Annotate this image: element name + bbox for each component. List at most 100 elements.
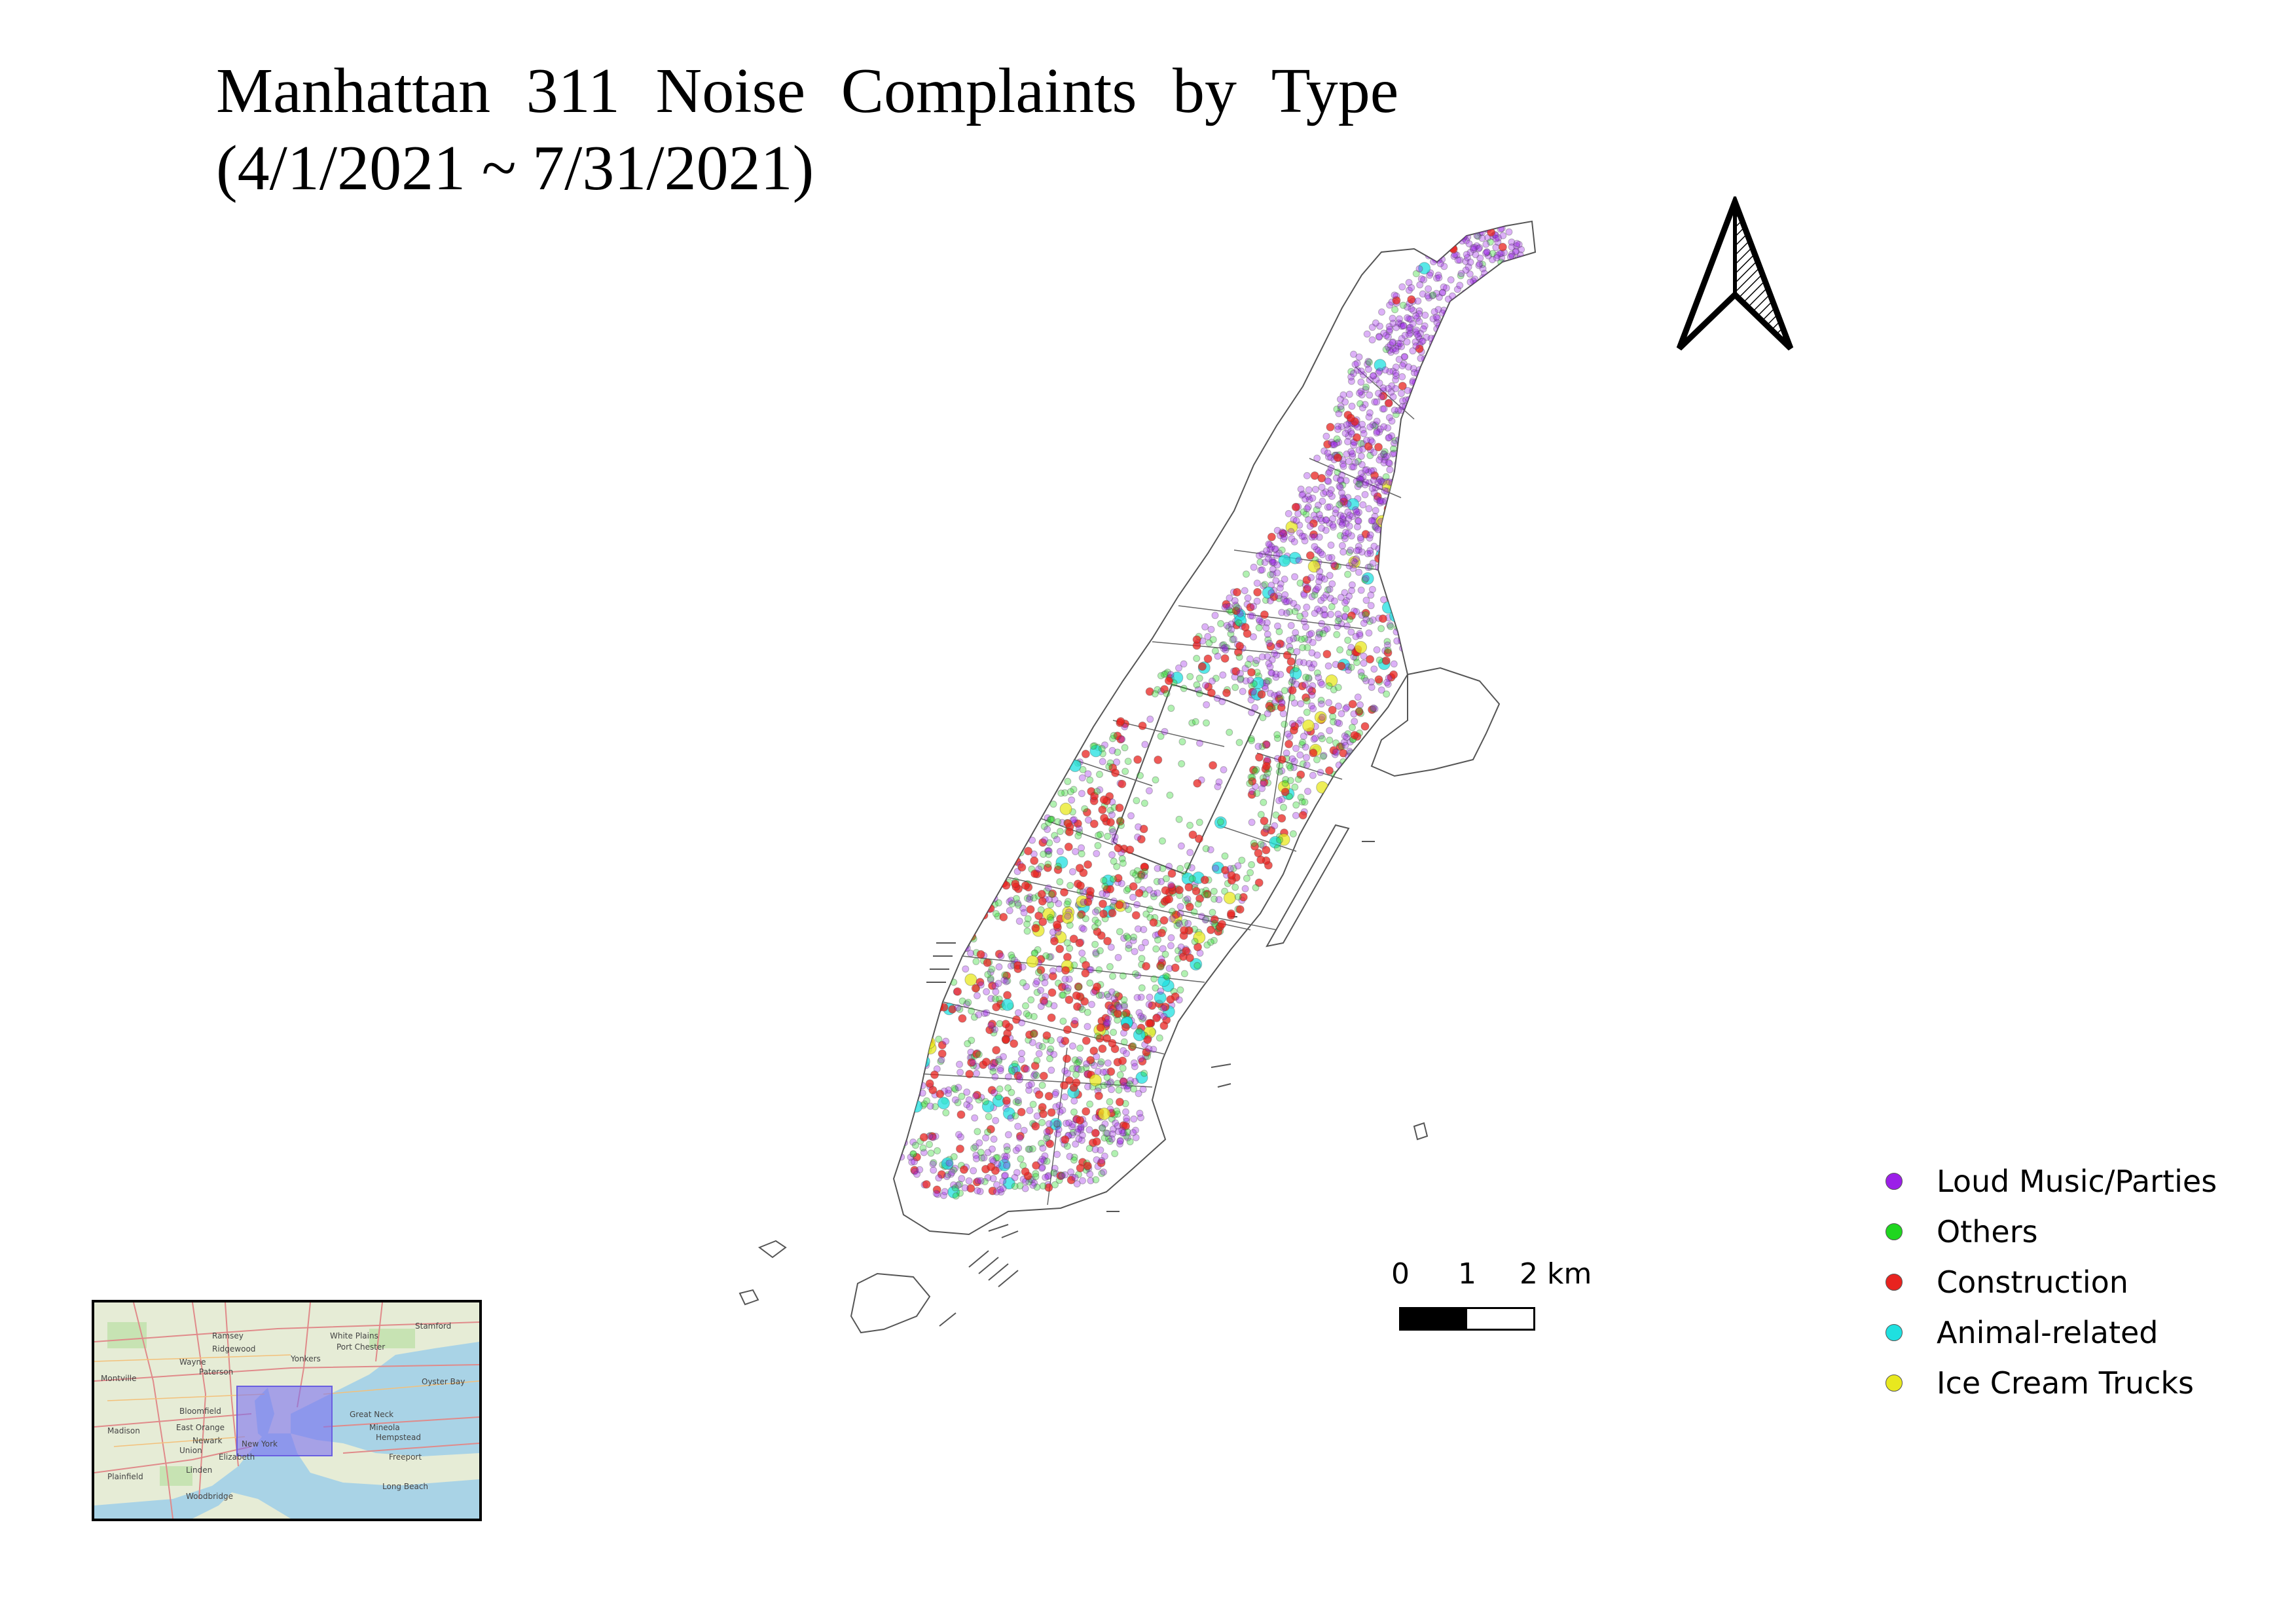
complaint-point	[964, 1040, 972, 1048]
complaint-point	[1353, 508, 1360, 516]
complaint-point	[1125, 941, 1133, 949]
complaint-point	[1445, 384, 1453, 392]
complaint-point	[980, 1154, 988, 1162]
complaint-point	[1462, 267, 1470, 274]
complaint-point	[1336, 482, 1343, 490]
complaint-point	[1043, 1128, 1051, 1136]
complaint-point	[1407, 295, 1416, 304]
complaint-point	[961, 1184, 969, 1192]
complaint-point	[1078, 950, 1086, 957]
complaint-point	[1512, 248, 1520, 256]
complaint-point	[1360, 619, 1368, 627]
complaint-point	[1111, 768, 1120, 777]
complaint-point	[973, 903, 981, 911]
complaint-point	[1485, 287, 1493, 295]
complaint-point	[1078, 844, 1085, 852]
complaint-point	[1395, 509, 1403, 517]
complaint-point	[1298, 682, 1307, 691]
complaint-point	[1471, 302, 1479, 310]
complaint-point	[1165, 862, 1173, 870]
complaint-point	[1432, 380, 1440, 388]
complaint-point	[1281, 591, 1289, 599]
complaint-point	[908, 1100, 916, 1108]
complaint-point	[1184, 895, 1192, 903]
complaint-point	[1341, 599, 1349, 606]
complaint-point	[1421, 440, 1429, 448]
complaint-point	[1370, 372, 1377, 380]
complaint-point	[1381, 453, 1389, 461]
complaint-point	[1241, 623, 1250, 632]
complaint-point	[1405, 331, 1413, 339]
complaint-point	[1298, 532, 1306, 540]
complaint-point	[922, 1180, 931, 1189]
complaint-point	[1244, 594, 1252, 602]
complaint-point	[1487, 298, 1495, 306]
complaint-point	[1026, 955, 1039, 968]
complaint-point	[1473, 289, 1481, 297]
complaint-point	[1327, 610, 1334, 618]
complaint-point	[1417, 477, 1424, 485]
complaint-point	[1465, 263, 1472, 271]
complaint-point	[1291, 502, 1300, 511]
complaint-point	[1201, 682, 1209, 689]
complaint-point	[1231, 883, 1239, 891]
complaint-point	[1332, 739, 1340, 747]
complaint-point	[1321, 447, 1328, 455]
complaint-point	[1315, 629, 1323, 637]
complaint-point	[1387, 348, 1395, 356]
complaint-point	[1133, 900, 1141, 908]
complaint-point	[1393, 587, 1400, 595]
complaint-point	[1321, 626, 1329, 634]
complaint-point	[1084, 1083, 1091, 1090]
complaint-point	[1369, 705, 1377, 713]
complaint-point	[1225, 602, 1233, 610]
complaint-point	[1303, 709, 1311, 716]
complaint-point	[1251, 767, 1259, 775]
complaint-point	[1404, 411, 1412, 418]
complaint-point	[1308, 649, 1316, 657]
complaint-point	[1427, 518, 1434, 526]
complaint-point	[1317, 549, 1324, 557]
complaint-point	[1080, 898, 1087, 906]
complaint-point	[1357, 534, 1364, 542]
complaint-point	[1463, 254, 1471, 261]
complaint-point	[1161, 728, 1169, 735]
complaint-point	[1064, 912, 1072, 920]
complaint-point	[1047, 1013, 1056, 1022]
complaint-point	[1188, 830, 1197, 840]
complaint-point	[1063, 1142, 1071, 1150]
complaint-point	[1506, 260, 1514, 268]
complaint-point	[1357, 400, 1364, 407]
complaint-point	[1260, 817, 1269, 826]
complaint-point	[1195, 819, 1203, 826]
complaint-point	[1290, 758, 1298, 766]
complaint-point	[1376, 656, 1383, 664]
complaint-point	[1399, 301, 1407, 309]
complaint-point	[976, 950, 985, 959]
complaint-point	[1419, 325, 1427, 333]
complaint-point	[898, 1070, 907, 1079]
complaint-point	[1486, 238, 1494, 246]
complaint-point	[1405, 622, 1413, 630]
complaint-point	[1328, 554, 1336, 561]
complaint-point	[1196, 739, 1203, 747]
complaint-point	[1393, 411, 1400, 418]
complaint-point	[1394, 339, 1402, 347]
complaint-point	[1399, 561, 1407, 568]
complaint-point	[1357, 586, 1365, 594]
complaint-point	[1325, 699, 1333, 707]
complaint-point	[1365, 468, 1372, 476]
complaint-point	[1385, 674, 1393, 682]
complaint-point	[1429, 495, 1436, 503]
complaint-point	[1255, 624, 1263, 632]
complaint-point	[981, 1058, 991, 1067]
complaint-point	[1236, 610, 1244, 618]
complaint-point	[1076, 1044, 1084, 1052]
complaint-point	[1447, 346, 1455, 354]
map-title-line-1: Manhattan 311 Noise Complaints by Type	[216, 56, 1399, 126]
complaint-point	[1357, 452, 1365, 460]
complaint-point	[1325, 519, 1333, 527]
complaint-point	[1156, 1034, 1163, 1042]
complaint-point	[1378, 559, 1387, 568]
complaint-point	[1041, 999, 1049, 1006]
